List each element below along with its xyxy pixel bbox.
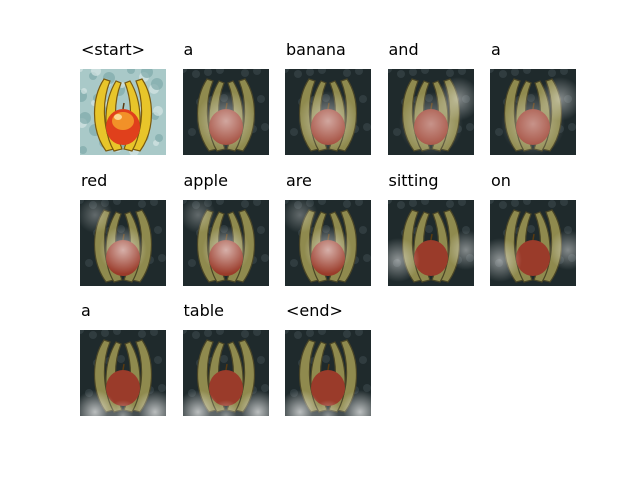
attention-map	[490, 199, 576, 286]
attention-map	[182, 69, 269, 155]
token-label: on	[491, 170, 511, 190]
token-label: are	[286, 170, 312, 190]
attention-map	[285, 199, 371, 286]
token-label: table	[183, 301, 225, 320]
attention-map	[285, 69, 371, 155]
token-label: red	[81, 170, 108, 190]
attention-map	[80, 199, 166, 286]
token-label: <start>	[81, 40, 146, 59]
token-label: a	[81, 301, 91, 320]
attention-map	[80, 330, 166, 416]
attention-map	[387, 199, 474, 286]
attention-map	[182, 199, 269, 286]
token-label: a	[491, 40, 501, 59]
token-label: a	[183, 40, 194, 59]
token-label: apple	[183, 170, 228, 190]
token-label: sitting	[388, 170, 439, 190]
attention-map	[285, 330, 371, 416]
attention-map	[387, 69, 474, 155]
token-label: <end>	[286, 301, 343, 320]
attention-map	[182, 330, 269, 416]
token-label: banana	[286, 40, 346, 59]
source-image	[80, 69, 166, 155]
attention-map	[490, 69, 576, 155]
token-label: and	[388, 40, 419, 59]
